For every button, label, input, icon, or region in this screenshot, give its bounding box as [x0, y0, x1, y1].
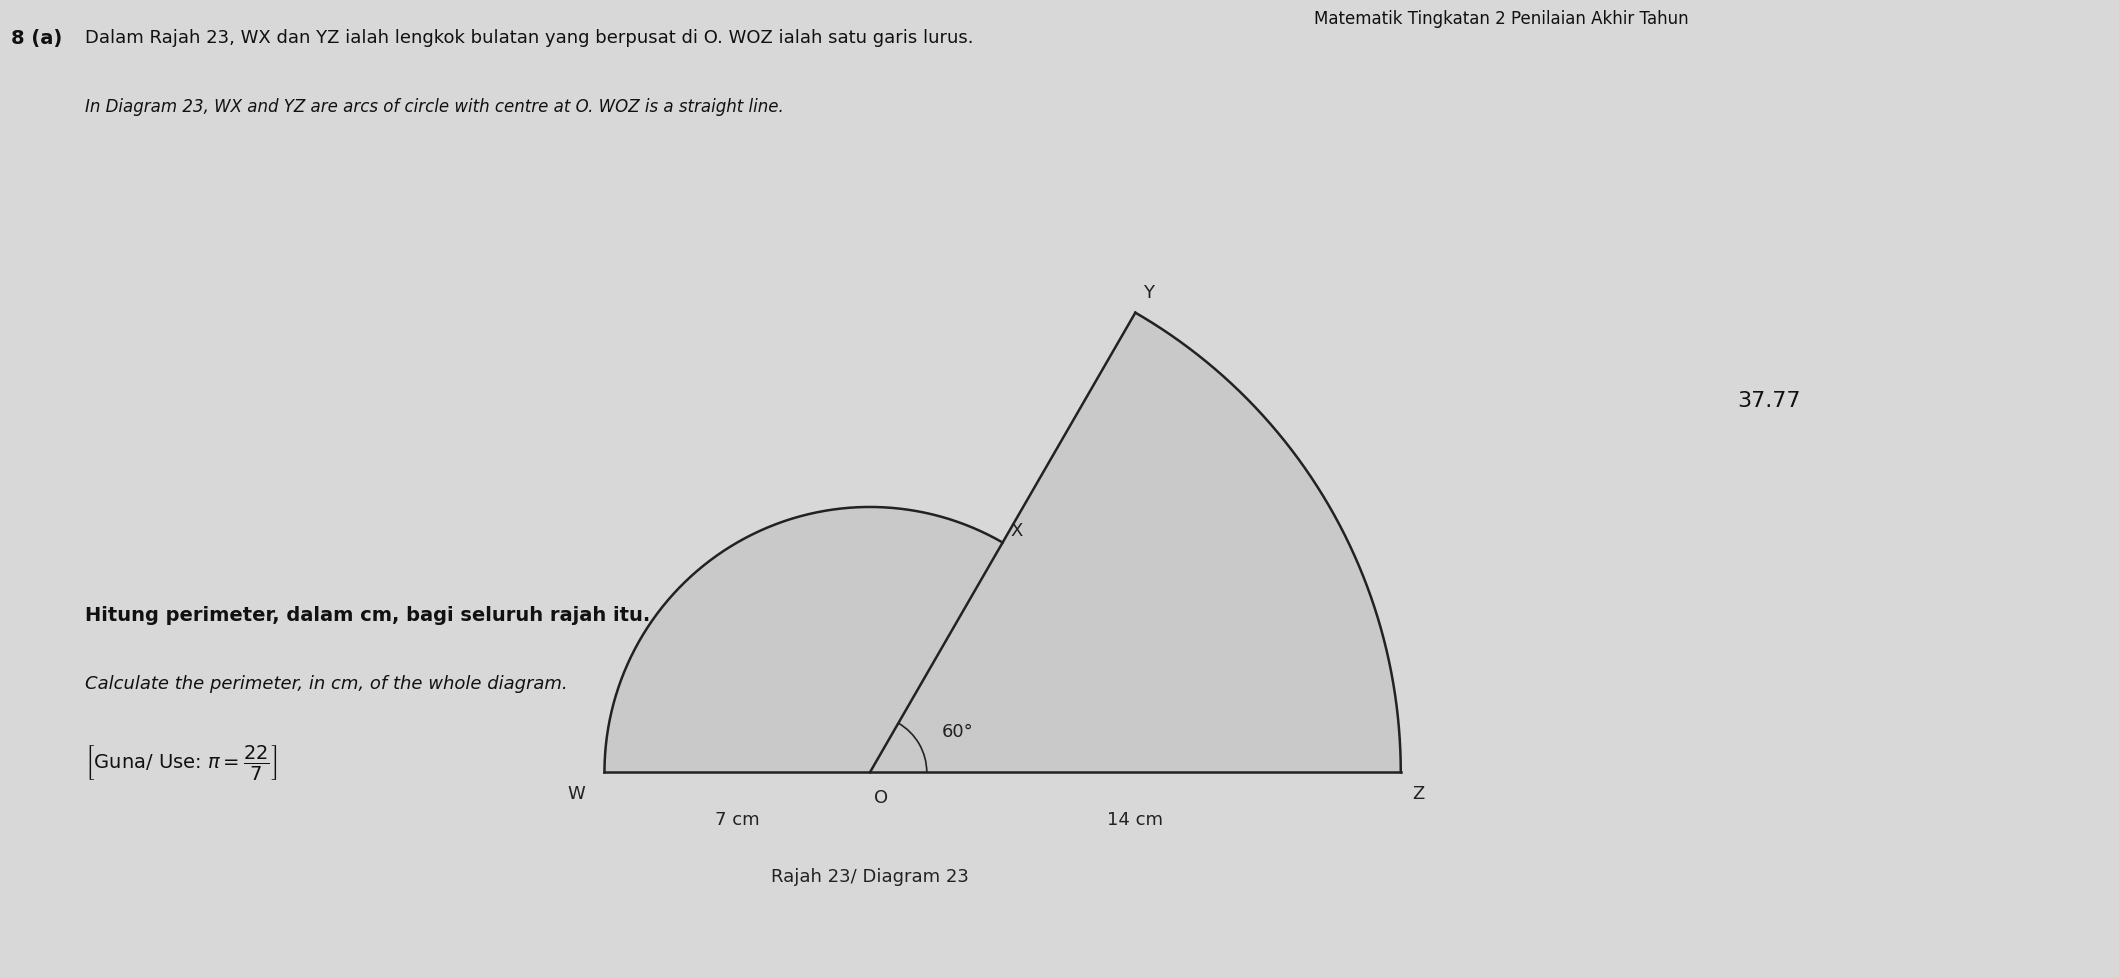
- Text: Calculate the perimeter, in cm, of the whole diagram.: Calculate the perimeter, in cm, of the w…: [85, 674, 568, 692]
- Text: 60°: 60°: [943, 722, 975, 740]
- Text: 37.77: 37.77: [1738, 391, 1801, 410]
- Text: X: X: [1011, 521, 1023, 539]
- Text: $\left[\text{Guna/ Use: } \pi = \dfrac{22}{7}\right]$: $\left[\text{Guna/ Use: } \pi = \dfrac{2…: [85, 743, 278, 782]
- Text: 7 cm: 7 cm: [714, 811, 759, 828]
- Text: O: O: [873, 787, 888, 806]
- Text: Hitung perimeter, dalam cm, bagi seluruh rajah itu.: Hitung perimeter, dalam cm, bagi seluruh…: [85, 606, 651, 624]
- Text: Z: Z: [1411, 784, 1424, 802]
- Text: Matematik Tingkatan 2 Penilaian Akhir Tahun: Matematik Tingkatan 2 Penilaian Akhir Ta…: [1314, 10, 1689, 27]
- Text: Y: Y: [1142, 284, 1155, 302]
- Text: 8 (a): 8 (a): [11, 29, 61, 48]
- Text: W: W: [568, 784, 585, 802]
- Text: Dalam Rajah 23, WX dan YZ ialah lengkok bulatan yang berpusat di O. WOZ ialah sa: Dalam Rajah 23, WX dan YZ ialah lengkok …: [85, 29, 973, 47]
- Text: 14 cm: 14 cm: [1108, 811, 1163, 828]
- Text: Rajah 23/ Diagram 23: Rajah 23/ Diagram 23: [771, 868, 968, 885]
- Polygon shape: [604, 314, 1401, 773]
- Text: In Diagram 23, WX and YZ are arcs of circle with centre at O. WOZ is a straight : In Diagram 23, WX and YZ are arcs of cir…: [85, 98, 784, 115]
